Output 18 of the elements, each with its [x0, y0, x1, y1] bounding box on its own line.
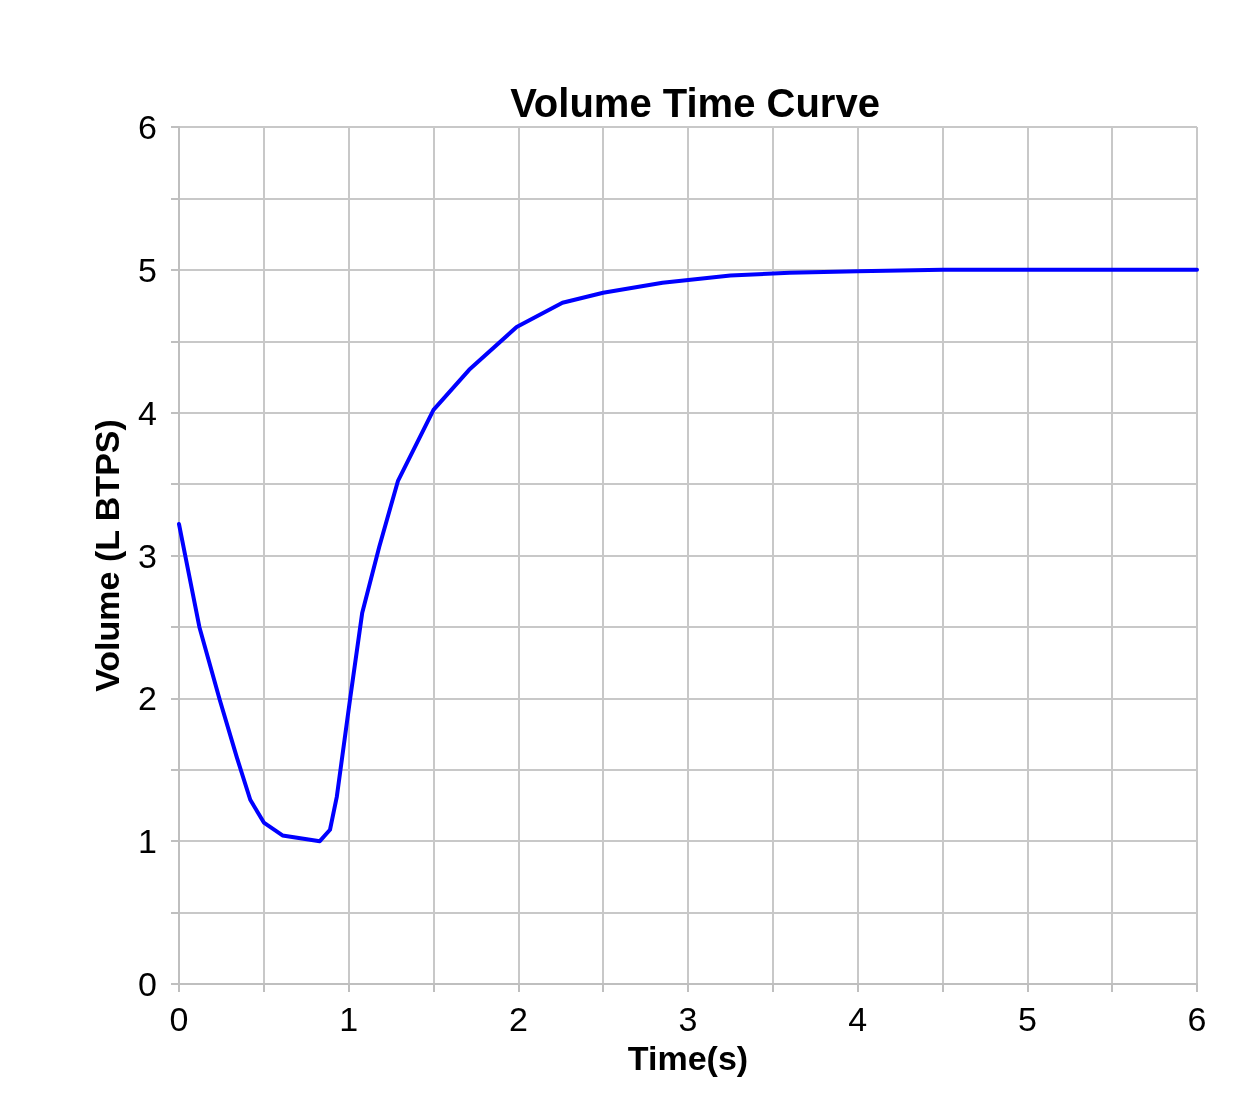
y-tick-label: 0 — [138, 965, 157, 1003]
y-tick-label: 2 — [138, 679, 157, 718]
y-tick-label: 5 — [138, 250, 157, 289]
x-tick-label: 4 — [848, 1000, 868, 1038]
x-axis-title: Time(s) — [627, 1038, 749, 1077]
x-tick-label: 1 — [339, 1000, 359, 1038]
y-axis-title: Volume (L BTPS) — [88, 419, 126, 692]
y-tick-label: 1 — [138, 822, 157, 861]
x-tick-label: 3 — [678, 1000, 698, 1038]
chart-title: Volume Time Curve — [510, 81, 880, 125]
x-tick-label: 0 — [169, 1000, 189, 1038]
line-series — [177, 267, 1199, 844]
y-tick-label: 6 — [138, 108, 157, 146]
x-tick-label: 2 — [508, 1000, 528, 1038]
x-tick-label: 6 — [1187, 1000, 1207, 1038]
x-tick-label: 5 — [1017, 1000, 1037, 1038]
y-tick-label: 3 — [138, 536, 157, 575]
y-tick-label: 4 — [138, 393, 157, 432]
